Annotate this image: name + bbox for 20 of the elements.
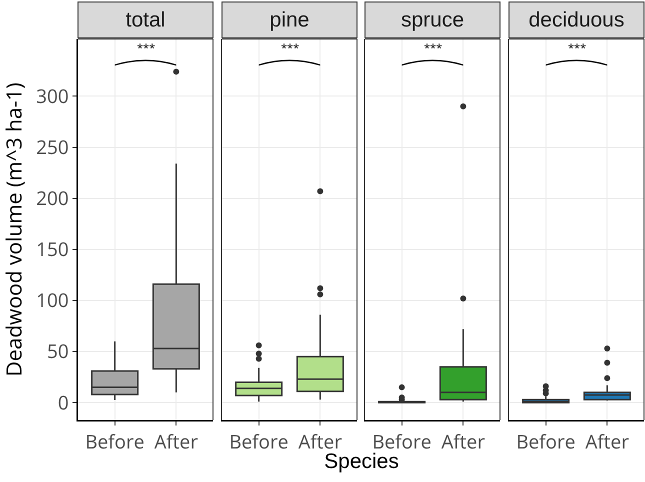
y-tick-label: 50: [46, 338, 69, 364]
y-tick-label: 0: [58, 389, 69, 416]
annotation: ***: [424, 41, 442, 56]
annotation: ***: [281, 41, 300, 56]
chart-title: spruce: [400, 8, 464, 32]
y-tick-label: 300: [36, 82, 69, 109]
x-tick-label: After: [441, 428, 486, 454]
y-tick-label: 200: [36, 185, 69, 211]
chart-title: total: [126, 8, 166, 32]
y-tick-label: 150: [36, 236, 69, 262]
y-axis-title: Deadwood volume (m^3 ha-1): [0, 82, 29, 376]
x-tick-label: Before: [516, 428, 576, 454]
x-tick-label: Before: [229, 428, 288, 454]
y-tick-label: 100: [36, 287, 69, 314]
y-tick-label: 250: [36, 134, 69, 160]
x-tick-label: After: [585, 428, 630, 454]
annotation: ***: [137, 41, 156, 56]
chart-title: deciduous: [528, 8, 624, 32]
chart-title: pine: [270, 8, 310, 32]
annotation: ***: [568, 41, 586, 56]
